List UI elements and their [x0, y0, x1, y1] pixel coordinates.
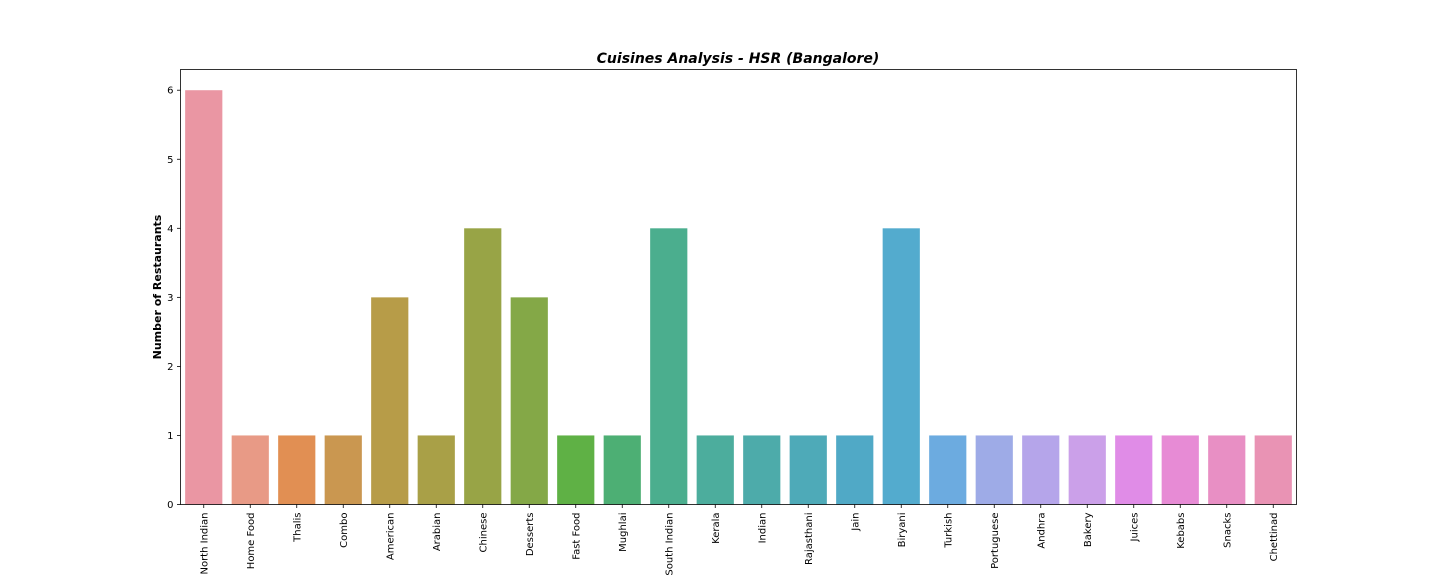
x-tick-label: Chinese	[478, 513, 489, 553]
bar-bakery	[1068, 435, 1106, 505]
bar-kebabs	[1161, 435, 1199, 505]
y-tick-label: 2	[167, 362, 173, 373]
bar-indian	[743, 435, 781, 505]
bar-kerala	[696, 435, 734, 505]
x-tick-label: Turkish	[943, 513, 954, 549]
bar-desserts	[510, 297, 548, 505]
x-tick-label: Thalis	[292, 513, 303, 543]
x-tick-label: Combo	[339, 513, 350, 548]
chart-title: Cuisines Analysis - HSR (Bangalore)	[597, 51, 880, 67]
x-tick-label: Mughlai	[618, 513, 629, 552]
bar-north-indian	[185, 90, 223, 505]
bar-fast-food	[557, 435, 595, 505]
bar-biryani	[882, 228, 920, 505]
bar-chinese	[464, 228, 502, 505]
x-tick-label: Portuguese	[990, 513, 1001, 569]
x-tick-label: Bakery	[1083, 512, 1094, 547]
x-tick-label: Rajasthani	[804, 513, 815, 565]
x-ticks-group: North Indian Home Food Thalis Combo American…	[199, 504, 1280, 576]
x-tick-label: Chettinad	[1269, 513, 1280, 562]
x-tick-label: North Indian	[199, 513, 210, 575]
bar-chettinad	[1254, 435, 1292, 505]
y-ticks-group: 0 1 2 3 4 5 6	[167, 86, 181, 511]
bar-south-indian	[650, 228, 688, 505]
y-tick-label: 6	[167, 86, 173, 97]
x-tick-label: Biryani	[897, 513, 908, 548]
y-tick-label: 1	[167, 431, 173, 442]
x-tick-label: Home Food	[246, 513, 257, 570]
y-tick-label: 4	[167, 224, 173, 235]
bar-snacks	[1208, 435, 1246, 505]
x-tick-label: South Indian	[664, 513, 675, 576]
x-tick-label: Juices	[1129, 513, 1140, 543]
plot-frame	[180, 69, 1297, 505]
bar-mughlai	[603, 435, 641, 505]
x-tick-label: Arabian	[432, 513, 443, 552]
x-tick-label: Snacks	[1222, 513, 1233, 548]
x-tick-label: Desserts	[525, 513, 536, 557]
bar-combo	[324, 435, 362, 505]
x-tick-label: Fast Food	[571, 513, 582, 560]
x-tick-label: Kerala	[711, 513, 722, 544]
x-tick-label: Indian	[757, 513, 768, 544]
x-tick-label: American	[385, 513, 396, 561]
y-tick-label: 5	[167, 155, 173, 166]
bar-thalis	[278, 435, 316, 505]
bar-andhra	[1022, 435, 1060, 505]
y-tick-label: 3	[167, 293, 173, 304]
bar-american	[371, 297, 409, 505]
x-tick-label: Andhra	[1036, 513, 1047, 549]
bar-rajasthani	[789, 435, 827, 505]
bar-arabian	[417, 435, 455, 505]
bar-home-food	[231, 435, 269, 505]
y-tick-label: 0	[167, 500, 173, 511]
bar-juices	[1115, 435, 1153, 505]
bar-jain	[836, 435, 874, 505]
bar-turkish	[929, 435, 967, 505]
bars-group	[185, 90, 1292, 505]
y-axis-label: Number of Restaurants	[151, 214, 164, 359]
bar-portuguese	[975, 435, 1013, 505]
x-tick-label: Jain	[850, 513, 861, 532]
x-tick-label: Kebabs	[1176, 513, 1187, 549]
